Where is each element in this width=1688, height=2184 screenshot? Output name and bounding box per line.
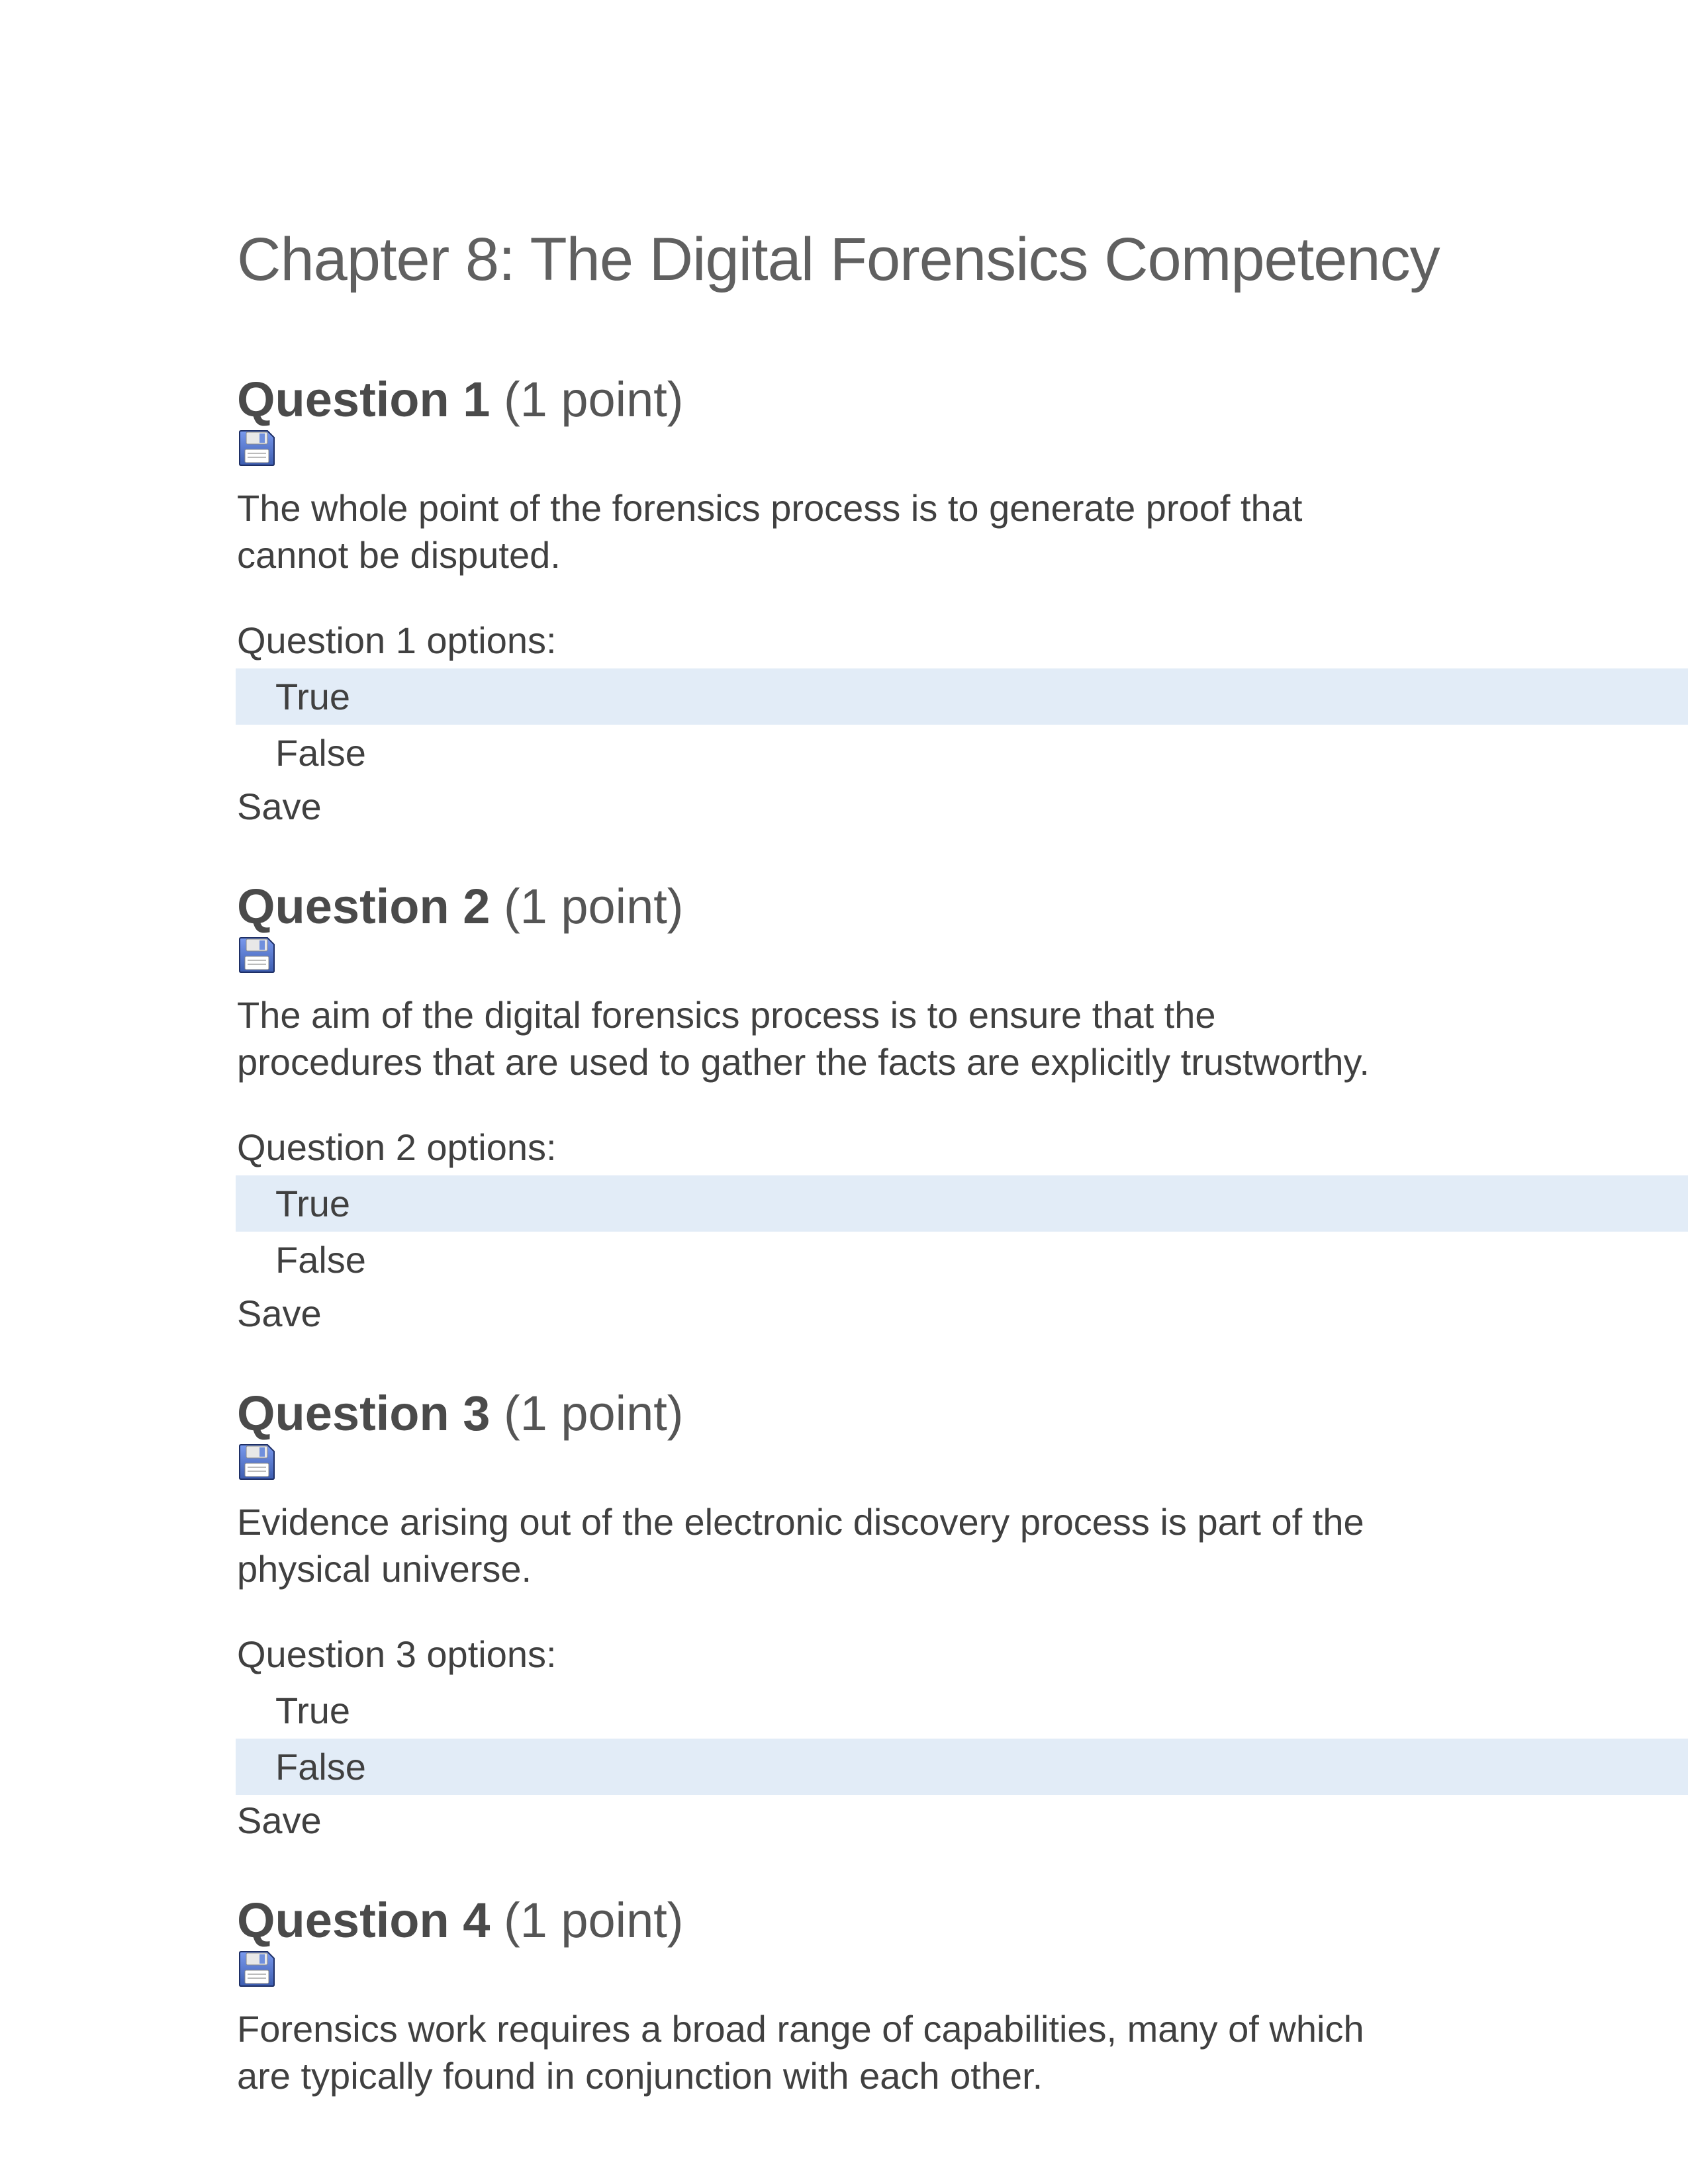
question-heading: Question 3 (1 point) <box>237 1388 1688 1439</box>
option-false[interactable]: False <box>236 1739 1688 1795</box>
save-disk-icon[interactable] <box>237 1442 1688 1485</box>
question-block: Question 3 (1 point) Evidence arising ou… <box>237 1388 1688 1842</box>
question-heading: Question 4 (1 point) <box>237 1895 1688 1946</box>
save-button[interactable]: Save <box>237 1292 1688 1335</box>
question-label: Question 2 <box>237 879 490 934</box>
option-true[interactable]: True <box>236 1175 1688 1232</box>
save-button[interactable]: Save <box>237 1799 1688 1842</box>
options-label: Question 2 options: <box>237 1126 1688 1169</box>
question-heading: Question 2 (1 point) <box>237 881 1688 933</box>
question-points: (1 point) <box>504 372 683 427</box>
question-points: (1 point) <box>504 879 683 934</box>
question-label: Question 4 <box>237 1893 490 1948</box>
option-false[interactable]: False <box>236 1232 1688 1288</box>
question-label: Question 3 <box>237 1386 490 1441</box>
question-points: (1 point) <box>504 1893 683 1948</box>
question-block: Question 2 (1 point) The aim of the digi… <box>237 881 1688 1335</box>
save-disk-icon[interactable] <box>237 1949 1688 1992</box>
question-heading: Question 1 (1 point) <box>237 374 1688 426</box>
options-label: Question 1 options: <box>237 619 1688 662</box>
save-disk-icon[interactable] <box>237 935 1688 978</box>
question-block: Question 4 (1 point) Forensics work requ… <box>237 1895 1688 2100</box>
question-label: Question 1 <box>237 372 490 427</box>
option-false[interactable]: False <box>236 725 1688 781</box>
question-prompt: The aim of the digital forensics process… <box>237 991 1402 1086</box>
page-root: Chapter 8: The Digital Forensics Compete… <box>0 0 1688 2184</box>
question-prompt: Forensics work requires a broad range of… <box>237 2005 1402 2100</box>
question-prompt: Evidence arising out of the electronic d… <box>237 1498 1402 1593</box>
question-prompt: The whole point of the forensics process… <box>237 484 1402 579</box>
options-label: Question 3 options: <box>237 1633 1688 1676</box>
question-block: Question 1 (1 point) The whole point of … <box>237 374 1688 828</box>
option-true[interactable]: True <box>236 668 1688 725</box>
chapter-title: Chapter 8: The Digital Forensics Compete… <box>237 225 1688 295</box>
question-points: (1 point) <box>504 1386 683 1441</box>
option-true[interactable]: True <box>236 1682 1688 1739</box>
save-button[interactable]: Save <box>237 785 1688 828</box>
save-disk-icon[interactable] <box>237 428 1688 471</box>
